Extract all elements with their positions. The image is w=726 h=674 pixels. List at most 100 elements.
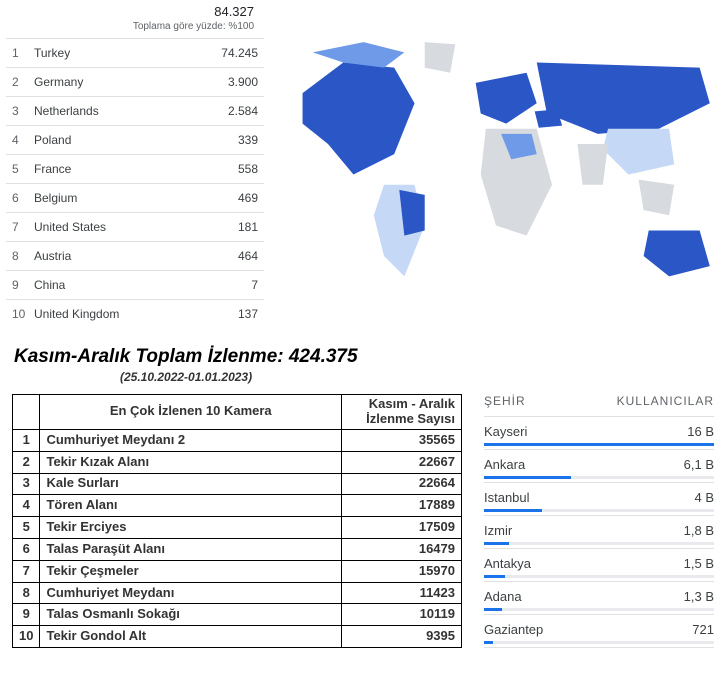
country-row: 4Poland339 — [6, 125, 264, 154]
city-row: Adana1,3 B — [484, 582, 714, 615]
camera-value: 10119 — [342, 604, 462, 626]
country-row: 3Netherlands2.584 — [6, 96, 264, 125]
city-bar-bg — [484, 641, 714, 644]
country-value: 464 — [202, 249, 258, 263]
country-row: 1Turkey74.245 — [6, 38, 264, 67]
country-name: Austria — [34, 249, 202, 263]
camera-value: 9395 — [342, 626, 462, 648]
city-header-city: ŞEHİR — [484, 394, 526, 408]
city-header: ŞEHİR KULLANICILAR — [484, 394, 714, 417]
city-bar-fill — [484, 476, 571, 479]
city-name: Adana — [484, 589, 522, 604]
camera-row: 1Cumhuriyet Meydanı 235565 — [13, 429, 462, 451]
country-name: France — [34, 162, 202, 176]
city-row: Antakya1,5 B — [484, 549, 714, 582]
city-name: Izmir — [484, 523, 512, 538]
city-bar-fill — [484, 542, 509, 545]
camera-row: 6Talas Paraşüt Alanı16479 — [13, 538, 462, 560]
country-row: 9China7 — [6, 270, 264, 299]
city-bar-bg — [484, 608, 714, 611]
country-name: Netherlands — [34, 104, 202, 118]
country-row: 8Austria464 — [6, 241, 264, 270]
country-rank: 6 — [12, 191, 34, 205]
city-bar-fill — [484, 509, 542, 512]
camera-row: 10Tekir Gondol Alt9395 — [13, 626, 462, 648]
country-name: United States — [34, 220, 202, 234]
city-bar-bg — [484, 476, 714, 479]
camera-rank: 8 — [13, 582, 40, 604]
camera-rank: 7 — [13, 560, 40, 582]
camera-value: 22664 — [342, 473, 462, 495]
top-section: 84.327 Toplama göre yüzde: %100 1Turkey7… — [0, 0, 726, 328]
camera-row: 3Kale Surları22664 — [13, 473, 462, 495]
camera-name: Tekir Çeşmeler — [40, 560, 342, 582]
city-bar-fill — [484, 575, 505, 578]
country-value: 137 — [202, 307, 258, 321]
camera-row: 8Cumhuriyet Meydanı11423 — [13, 582, 462, 604]
main-title: Kasım-Aralık Toplam İzlenme: 424.375 — [0, 328, 726, 368]
city-value: 721 — [692, 622, 714, 637]
city-bar-fill — [484, 641, 493, 644]
country-rank: 8 — [12, 249, 34, 263]
country-rank: 5 — [12, 162, 34, 176]
country-rank: 3 — [12, 104, 34, 118]
city-panel: ŞEHİR KULLANICILAR Kayseri16 BAnkara6,1 … — [484, 394, 714, 648]
world-map — [272, 4, 720, 328]
city-row: Izmir1,8 B — [484, 516, 714, 549]
country-value: 3.900 — [202, 75, 258, 89]
city-name: Istanbul — [484, 490, 530, 505]
camera-table: En Çok İzlenen 10 Kamera Kasım - Aralık … — [12, 394, 462, 648]
country-name: China — [34, 278, 202, 292]
country-name: Poland — [34, 133, 202, 147]
camera-value: 35565 — [342, 429, 462, 451]
country-rank: 2 — [12, 75, 34, 89]
country-rank: 9 — [12, 278, 34, 292]
city-bar-bg — [484, 575, 714, 578]
city-name: Ankara — [484, 457, 525, 472]
camera-rank: 4 — [13, 495, 40, 517]
country-name: United Kingdom — [34, 307, 202, 321]
country-value: 7 — [202, 278, 258, 292]
city-name: Gaziantep — [484, 622, 543, 637]
country-rank: 4 — [12, 133, 34, 147]
sub-title: (25.10.2022-01.01.2023) — [0, 368, 726, 384]
camera-rank: 3 — [13, 473, 40, 495]
country-value: 469 — [202, 191, 258, 205]
city-name: Kayseri — [484, 424, 527, 439]
city-header-users: KULLANICILAR — [617, 394, 714, 408]
city-bar-bg — [484, 443, 714, 446]
camera-row: 9Talas Osmanlı Sokağı10119 — [13, 604, 462, 626]
country-row: 6Belgium469 — [6, 183, 264, 212]
camera-rank: 2 — [13, 451, 40, 473]
camera-name: Cumhuriyet Meydanı — [40, 582, 342, 604]
city-row: Ankara 6,1 B — [484, 450, 714, 483]
camera-header-blank — [13, 395, 40, 430]
city-bar-fill — [484, 608, 502, 611]
country-rank: 1 — [12, 46, 34, 60]
camera-name: Kale Surları — [40, 473, 342, 495]
city-value: 4 B — [694, 490, 714, 505]
country-value: 2.584 — [202, 104, 258, 118]
city-bar-bg — [484, 542, 714, 545]
country-row: 5France558 — [6, 154, 264, 183]
camera-name: Tekir Kızak Alanı — [40, 451, 342, 473]
camera-rank: 6 — [13, 538, 40, 560]
camera-name: Tekir Erciyes — [40, 517, 342, 539]
camera-rank: 5 — [13, 517, 40, 539]
country-name: Turkey — [34, 46, 202, 60]
country-total: 84.327 — [6, 4, 254, 19]
country-total-header: 84.327 Toplama göre yüzde: %100 — [6, 4, 264, 38]
city-row: Istanbul 4 B — [484, 483, 714, 516]
camera-rank: 1 — [13, 429, 40, 451]
country-table: 84.327 Toplama göre yüzde: %100 1Turkey7… — [6, 4, 264, 328]
country-value: 181 — [202, 220, 258, 234]
country-value: 339 — [202, 133, 258, 147]
country-name: Germany — [34, 75, 202, 89]
camera-header-name: En Çok İzlenen 10 Kamera — [40, 395, 342, 430]
camera-name: Tören Alanı — [40, 495, 342, 517]
camera-value: 17509 — [342, 517, 462, 539]
camera-value: 17889 — [342, 495, 462, 517]
camera-header-value: Kasım - Aralık İzlenme Sayısı — [342, 395, 462, 430]
city-value: 6,1 B — [684, 457, 714, 472]
camera-rank: 9 — [13, 604, 40, 626]
